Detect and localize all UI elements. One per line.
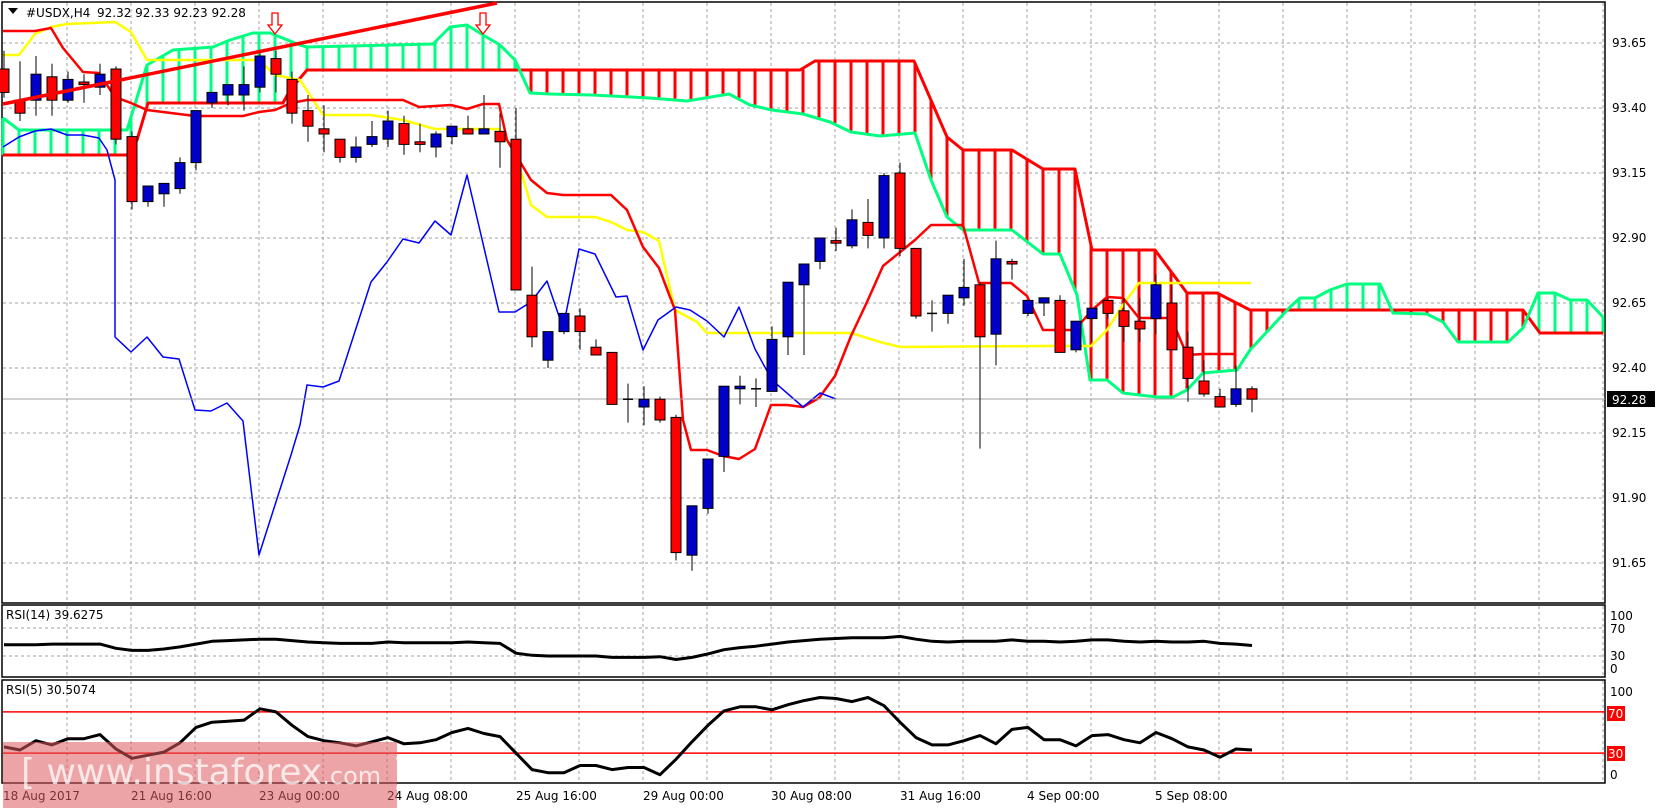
rsi14-tick: 70 (1610, 622, 1625, 636)
time-tick: 5 Sep 08:00 (1155, 789, 1227, 803)
price-tick: 91.65 (1612, 556, 1646, 570)
rsi5-level30-badge (1607, 746, 1625, 761)
current-price-label: 92.28 (1612, 393, 1646, 407)
watermark-bracket-open: [ (21, 752, 36, 793)
rsi14-axis: 100 70 30 0 (1610, 609, 1633, 676)
price-tick: 93.40 (1612, 101, 1646, 115)
rsi14-panel[interactable] (4, 634, 1253, 661)
rsi14-title: RSI(14) 39.6275 (6, 608, 104, 622)
rsi5-axis: 100 70 30 0 (1607, 685, 1633, 782)
rsi14-tick: 0 (1610, 662, 1618, 676)
price-tick: 93.65 (1612, 36, 1646, 50)
price-tick: 92.90 (1612, 231, 1646, 245)
grid-lines (3, 3, 1605, 783)
price-tick: 92.40 (1612, 361, 1646, 375)
price-tick: 93.15 (1612, 166, 1646, 180)
rsi5-level30-label: 30 (1608, 747, 1623, 761)
chart-header: #USDX,H4 92.32 92.33 92.23 92.28 (8, 6, 246, 20)
price-tick: 92.65 (1612, 296, 1646, 310)
time-tick: 4 Sep 00:00 (1027, 789, 1099, 803)
time-tick: 25 Aug 16:00 (516, 789, 597, 803)
sell-arrow-icon (266, 12, 284, 36)
price-tick: 91.90 (1612, 491, 1646, 505)
trendline[interactable] (2, 1, 498, 106)
price-tick: 92.15 (1612, 426, 1646, 440)
watermark-tld: .com (322, 762, 382, 790)
symbol-label: #USDX,H4 (26, 6, 90, 20)
ohlc-values: 92.32 92.33 92.23 92.28 (97, 6, 246, 20)
sell-arrows (266, 12, 492, 36)
rsi14-tick: 100 (1610, 609, 1633, 623)
triangle-down-icon[interactable] (8, 8, 18, 14)
time-tick: 24 Aug 08:00 (387, 789, 468, 803)
watermark-domain: www.instaforex (35, 752, 323, 793)
rsi14-tick: 30 (1610, 649, 1625, 663)
price-axis: 93.65 93.40 93.15 92.90 92.65 92.40 92.1… (1607, 36, 1655, 570)
current-price-badge (1607, 391, 1655, 407)
price-panel[interactable] (0, 1, 1605, 571)
time-tick: 30 Aug 08:00 (771, 789, 852, 803)
rsi5-tick: 100 (1610, 685, 1633, 699)
watermark-bracket-close: ] (381, 752, 397, 793)
ichimoku-cloud (1, 23, 1605, 399)
sell-arrow-icon (474, 12, 492, 36)
time-tick: 31 Aug 16:00 (900, 789, 981, 803)
rsi5-level70-label: 70 (1608, 707, 1623, 721)
rsi5-level70-badge (1607, 706, 1625, 721)
ichimoku-lines (2, 20, 1251, 556)
panel-frames (1, 1, 1606, 784)
rsi5-tick: 0 (1610, 768, 1618, 782)
time-tick: 29 Aug 00:00 (643, 789, 724, 803)
rsi5-title: RSI(5) 30.5074 (6, 683, 96, 697)
instaforex-watermark: [ www.instaforex.com ] (3, 742, 397, 808)
